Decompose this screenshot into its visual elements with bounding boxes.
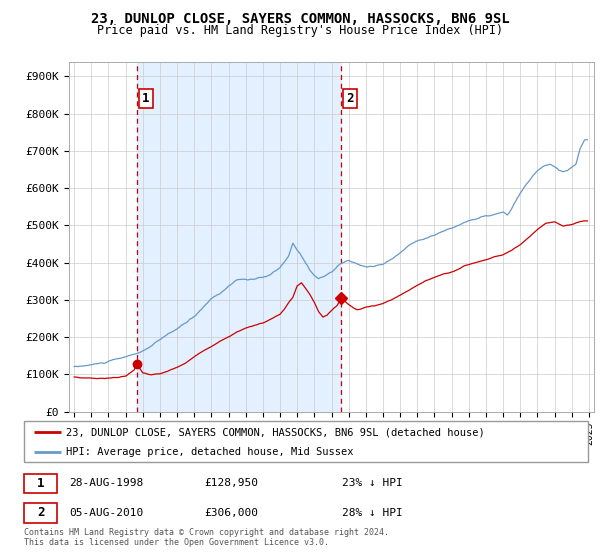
Text: 23% ↓ HPI: 23% ↓ HPI <box>342 478 403 488</box>
Text: £128,950: £128,950 <box>204 478 258 488</box>
Text: 28% ↓ HPI: 28% ↓ HPI <box>342 508 403 518</box>
Text: HPI: Average price, detached house, Mid Sussex: HPI: Average price, detached house, Mid … <box>66 447 354 457</box>
Text: 1: 1 <box>142 92 150 105</box>
Text: 2: 2 <box>347 92 354 105</box>
FancyBboxPatch shape <box>24 474 57 493</box>
FancyBboxPatch shape <box>24 503 57 522</box>
Text: £306,000: £306,000 <box>204 508 258 518</box>
Text: 23, DUNLOP CLOSE, SAYERS COMMON, HASSOCKS, BN6 9SL (detached house): 23, DUNLOP CLOSE, SAYERS COMMON, HASSOCK… <box>66 427 485 437</box>
Text: Contains HM Land Registry data © Crown copyright and database right 2024.
This d: Contains HM Land Registry data © Crown c… <box>24 528 389 548</box>
Text: 1: 1 <box>37 477 44 490</box>
Text: Price paid vs. HM Land Registry's House Price Index (HPI): Price paid vs. HM Land Registry's House … <box>97 24 503 37</box>
Text: 05-AUG-2010: 05-AUG-2010 <box>69 508 143 518</box>
FancyBboxPatch shape <box>24 421 588 462</box>
Text: 23, DUNLOP CLOSE, SAYERS COMMON, HASSOCKS, BN6 9SL: 23, DUNLOP CLOSE, SAYERS COMMON, HASSOCK… <box>91 12 509 26</box>
Text: 28-AUG-1998: 28-AUG-1998 <box>69 478 143 488</box>
Text: 2: 2 <box>37 506 44 520</box>
Bar <box>137 62 341 412</box>
